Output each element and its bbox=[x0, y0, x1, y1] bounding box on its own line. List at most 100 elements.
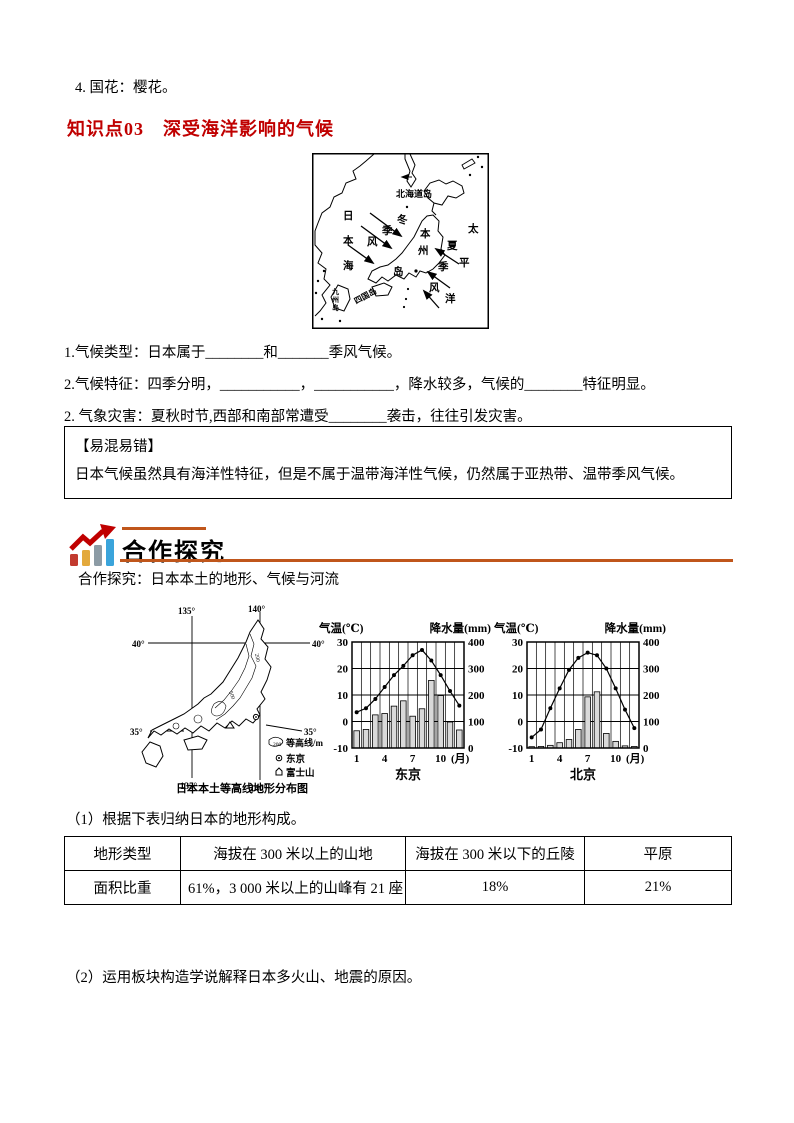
icon-bar-gray bbox=[94, 545, 102, 566]
temp-line bbox=[531, 651, 635, 738]
temp-point bbox=[567, 667, 571, 672]
month-tick: 1 bbox=[529, 753, 535, 765]
month-tick: 1 bbox=[354, 753, 360, 765]
month-unit: (月) bbox=[626, 752, 645, 765]
temp-tick: 30 bbox=[337, 637, 349, 649]
wind-map-label: 北海道岛 bbox=[396, 188, 432, 199]
precip-bar bbox=[381, 713, 388, 749]
section-subtitle: 合作探究：日本本土的地形、气候与河流 bbox=[78, 572, 339, 588]
lon-label: 140° bbox=[248, 604, 266, 614]
precip-bar bbox=[603, 733, 610, 749]
precip-tick: 200 bbox=[468, 690, 485, 702]
table-cell: 面积比重 bbox=[64, 870, 181, 905]
temp-point bbox=[623, 707, 627, 712]
contour-ring bbox=[193, 714, 203, 724]
precip-bar bbox=[372, 714, 379, 749]
precip-tick: 100 bbox=[468, 717, 485, 729]
month-tick: 7 bbox=[410, 753, 416, 765]
climate-type-line: 1.气候类型：日本属于________和_______季风气候。 bbox=[64, 345, 402, 361]
japan-contour-map: 135° 140° 135° 140° 40° 40° 35° 35° 200 … bbox=[130, 604, 325, 795]
summer-monsoon-arrow bbox=[434, 247, 460, 265]
lon-label: 135° bbox=[178, 606, 196, 616]
precip-tick: 400 bbox=[468, 637, 485, 649]
temp-point bbox=[392, 673, 396, 678]
islet-dot bbox=[322, 269, 326, 273]
contour-ring bbox=[211, 701, 227, 717]
precip-tick: 0 bbox=[643, 743, 649, 755]
table-row: 面积比重 61%，3 000 米以上的山峰有 21 座 18% 21% bbox=[64, 870, 732, 905]
temp-axis-title: 气温(℃) bbox=[493, 621, 539, 635]
islet-dot bbox=[402, 305, 406, 309]
precip-bar bbox=[565, 739, 573, 749]
temp-tick: 20 bbox=[512, 664, 524, 676]
temp-point bbox=[401, 663, 406, 668]
icon-bar-yellow bbox=[82, 550, 90, 566]
precip-axis-title: 降水量(mm) bbox=[605, 621, 666, 635]
precip-bar bbox=[353, 730, 360, 749]
temp-tick: 30 bbox=[512, 637, 524, 649]
station-name: 北京 bbox=[570, 767, 596, 782]
climate-feature-line: 2.气候特征：四季分明，___________，___________，降水较多… bbox=[64, 377, 655, 393]
bar-chart-arrow-icon bbox=[69, 524, 116, 566]
legend-fuji-symbol bbox=[275, 767, 283, 776]
precip-bar bbox=[437, 695, 444, 749]
parallel-35-leader bbox=[265, 724, 303, 732]
icon-bar-blue bbox=[106, 539, 114, 566]
table-cell: 21% bbox=[584, 870, 732, 905]
lon-label: 135° bbox=[180, 781, 198, 791]
month-tick: 10 bbox=[435, 753, 447, 765]
weather-disaster-line: 2. 气象灾害：夏秋时节,西部和南部常遭受________袭击，往往引发灾害。 bbox=[64, 409, 532, 425]
temp-point bbox=[613, 686, 618, 691]
table-cell: 地形类型 bbox=[64, 836, 181, 871]
temp-point bbox=[595, 653, 599, 658]
precip-bar bbox=[390, 705, 398, 749]
summer-monsoon-arrow bbox=[422, 289, 440, 309]
icon-trend-arrow bbox=[69, 529, 105, 551]
precip-bar bbox=[575, 729, 582, 749]
tokyo-marker-dot bbox=[255, 716, 257, 718]
temp-point bbox=[557, 686, 562, 691]
islet-dot bbox=[314, 291, 318, 295]
precip-tick: 200 bbox=[643, 690, 660, 702]
precip-bar bbox=[446, 721, 454, 749]
winter-monsoon-arrow bbox=[347, 244, 375, 265]
precip-bar bbox=[428, 680, 435, 749]
temp-point bbox=[529, 735, 534, 740]
knowledge-point-heading: 知识点03 深受海洋影响的气候 bbox=[67, 119, 334, 139]
temp-point bbox=[457, 703, 462, 708]
contour-value: 500 bbox=[227, 691, 236, 701]
contour-value: 200 bbox=[253, 653, 261, 663]
contour-ring bbox=[172, 722, 180, 730]
precip-bar bbox=[593, 691, 601, 749]
table-cell: 61%，3 000 米以上的山峰有 21 座 bbox=[180, 870, 406, 905]
month-tick: 7 bbox=[585, 753, 591, 765]
lat-label: 40° bbox=[312, 639, 325, 649]
temp-point bbox=[448, 689, 452, 694]
temp-point bbox=[420, 647, 424, 652]
temp-tick: 0 bbox=[518, 717, 524, 729]
temp-point bbox=[438, 673, 443, 678]
temp-axis-title: 气温(℃) bbox=[318, 621, 364, 635]
accent-line-short bbox=[122, 527, 206, 530]
precip-bar bbox=[556, 742, 563, 749]
lat-label: 35° bbox=[304, 727, 317, 737]
precip-tick: 300 bbox=[643, 664, 660, 676]
winter-monsoon-arrow bbox=[369, 212, 403, 238]
islet-dot bbox=[316, 279, 320, 283]
winter-monsoon-arrow bbox=[360, 225, 393, 250]
table-row: 地形类型 海拔在 300 米以上的山地 海拔在 300 米以下的丘陵 平原 bbox=[64, 836, 732, 871]
legend-tokyo-label: 东京 bbox=[286, 753, 306, 765]
temp-tick: 0 bbox=[343, 717, 349, 729]
contour-line bbox=[214, 643, 250, 709]
landform-table: 地形类型 海拔在 300 米以上的山地 海拔在 300 米以下的丘陵 平原 面积… bbox=[64, 836, 732, 905]
month-tick: 10 bbox=[610, 753, 622, 765]
precip-bar bbox=[362, 729, 370, 749]
wind-map-label: 本州岛 bbox=[393, 227, 431, 278]
national-flower-line: 4. 国花：樱花。 bbox=[75, 80, 177, 96]
precip-tick: 400 bbox=[643, 637, 660, 649]
month-unit: (月) bbox=[451, 752, 470, 765]
wind-map-label: 太平洋 bbox=[445, 222, 479, 305]
temp-point bbox=[429, 658, 434, 663]
